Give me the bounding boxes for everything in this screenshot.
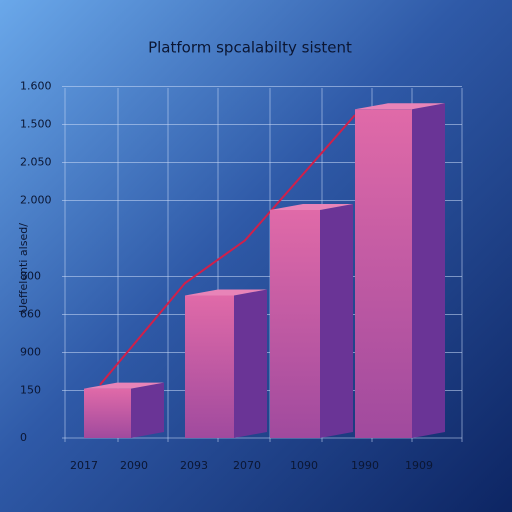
x-tick-label: 2090 — [120, 459, 148, 472]
x-tick-label: 2093 — [180, 459, 208, 472]
bar-side — [131, 382, 164, 438]
bar — [355, 109, 412, 439]
bar — [84, 388, 131, 438]
y-tick-label: 1.600 — [20, 80, 52, 93]
y-tick-label: 150 — [20, 384, 41, 397]
bar — [270, 210, 320, 438]
bar-top — [270, 204, 353, 210]
y-axis-label: Ueffelenti alsed/ — [17, 223, 30, 313]
y-tick-label: 900 — [20, 346, 41, 359]
bar — [185, 295, 234, 438]
y-tick-label: 1.500 — [20, 118, 52, 131]
x-tick-label: 2070 — [233, 459, 261, 472]
y-tick-label: 2.000 — [20, 194, 52, 207]
x-tick-label: 1090 — [290, 459, 318, 472]
y-tick-label: 0 — [20, 431, 27, 444]
bar-side — [412, 103, 445, 439]
x-tick-label: 2017 — [70, 459, 98, 472]
chart-title: Platform spcalabilty sistent — [148, 39, 352, 57]
y-tick-label: 800 — [20, 270, 41, 283]
bar-top — [185, 289, 267, 296]
y-tick-label: 2.050 — [20, 156, 52, 169]
bar-top — [355, 103, 445, 110]
bar-side — [234, 289, 267, 438]
y-tick-label: 660 — [20, 308, 41, 321]
bar-side — [320, 204, 353, 438]
x-tick-label: 1990 — [351, 459, 379, 472]
bar-top — [84, 382, 164, 389]
x-tick-label: 1909 — [405, 459, 433, 472]
line — [99, 114, 356, 386]
